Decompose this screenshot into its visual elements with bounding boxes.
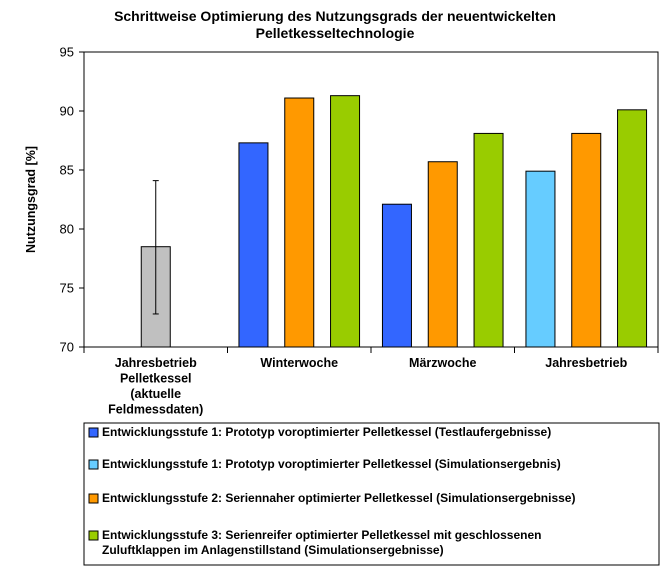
bar-s3 xyxy=(473,132,504,348)
legend-swatch-s3 xyxy=(88,530,99,541)
bar-s2 xyxy=(571,132,602,348)
y-tick-label: 75 xyxy=(60,281,74,296)
y-axis-label: Nutzungsgrad [%] xyxy=(24,146,38,253)
y-tick-label: 90 xyxy=(60,104,74,119)
category-label: Pelletkessel xyxy=(120,372,192,386)
y-tick-label: 85 xyxy=(60,163,74,178)
legend-swatch-s2 xyxy=(88,493,99,504)
bar-s3 xyxy=(617,109,648,348)
category-label: Jahresbetrieb xyxy=(115,356,197,370)
category-label: Märzwoche xyxy=(409,356,476,370)
legend-label: Entwicklungsstufe 1: Prototyp voroptimie… xyxy=(102,425,551,439)
bar-s1_test xyxy=(381,203,412,348)
category-label: Feldmessdaten) xyxy=(108,403,203,417)
legend-label: Entwicklungsstufe 3: Serienreifer optimi… xyxy=(102,528,542,542)
y-tick-label: 80 xyxy=(60,222,74,237)
bar-s1_sim xyxy=(525,170,556,348)
chart-title-line: Schrittweise Optimierung des Nutzungsgra… xyxy=(114,8,556,24)
legend-label: Zuluftklappen im Anlagenstillstand (Simu… xyxy=(102,543,444,557)
bar-s2 xyxy=(427,161,458,348)
legend-label: Entwicklungsstufe 1: Prototyp voroptimie… xyxy=(102,457,561,471)
legend-swatch-s1_test xyxy=(88,427,99,438)
category-label: (aktuelle xyxy=(130,387,181,401)
legend-label: Entwicklungsstufe 2: Seriennaher optimie… xyxy=(102,491,575,505)
y-tick-label: 95 xyxy=(60,45,74,60)
category-label: Jahresbetrieb xyxy=(545,356,627,370)
category-label: Winterwoche xyxy=(260,356,338,370)
bar-s1_test xyxy=(238,142,269,348)
legend-swatch-s1_sim xyxy=(88,459,99,470)
bar-s3 xyxy=(330,95,361,348)
chart-title-line: Pelletkesseltechnologie xyxy=(256,25,415,41)
y-tick-label: 70 xyxy=(60,340,74,355)
legend xyxy=(83,422,660,566)
bar-s2 xyxy=(284,97,315,348)
